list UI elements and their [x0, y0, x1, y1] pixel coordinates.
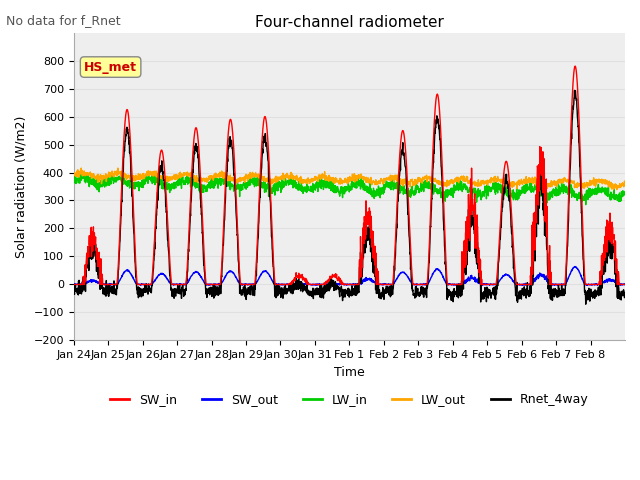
- X-axis label: Time: Time: [334, 366, 365, 379]
- Legend: SW_in, SW_out, LW_in, LW_out, Rnet_4way: SW_in, SW_out, LW_in, LW_out, Rnet_4way: [105, 388, 593, 411]
- Y-axis label: Solar radiation (W/m2): Solar radiation (W/m2): [15, 115, 28, 258]
- Title: Four-channel radiometer: Four-channel radiometer: [255, 15, 444, 30]
- Text: No data for f_Rnet: No data for f_Rnet: [6, 14, 121, 27]
- Text: HS_met: HS_met: [84, 60, 137, 73]
